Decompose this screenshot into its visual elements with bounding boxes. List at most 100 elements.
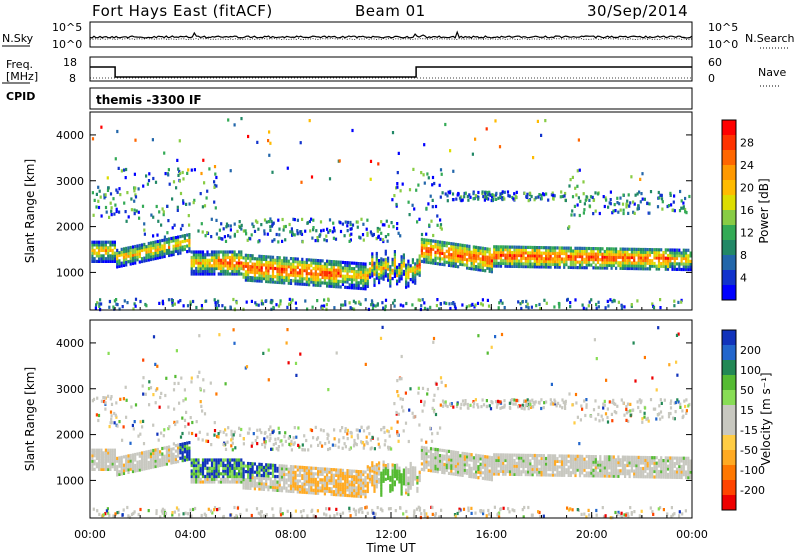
range-cell xyxy=(377,235,380,239)
range-cell xyxy=(270,307,273,311)
range-cell xyxy=(495,250,498,254)
range-cell xyxy=(378,469,381,473)
range-cell xyxy=(266,232,269,236)
range-cell xyxy=(619,266,622,270)
range-cell xyxy=(305,466,308,470)
range-cell xyxy=(314,278,317,282)
range-cell xyxy=(107,454,110,458)
range-cell xyxy=(208,458,211,462)
range-cell xyxy=(163,241,166,245)
range-cell xyxy=(630,264,633,268)
range-cell xyxy=(571,195,575,199)
range-cell xyxy=(653,456,656,460)
range-cell xyxy=(359,281,363,285)
range-cell xyxy=(515,253,518,257)
range-cell xyxy=(551,262,554,266)
range-cell xyxy=(578,255,582,259)
range-cell xyxy=(215,175,218,180)
range-cell xyxy=(425,241,428,245)
range-cell xyxy=(136,252,139,256)
range-cell xyxy=(517,464,521,468)
range-cell xyxy=(202,158,205,162)
range-cell xyxy=(434,242,437,246)
range-cell xyxy=(188,235,191,239)
range-cell xyxy=(547,454,550,458)
range-cell xyxy=(624,266,627,270)
range-cell xyxy=(217,250,220,254)
range-cell xyxy=(434,447,437,451)
range-cell xyxy=(427,455,430,459)
range-cell xyxy=(533,245,536,250)
range-cell xyxy=(405,488,408,492)
range-cell xyxy=(581,303,584,307)
range-cell xyxy=(240,474,243,479)
range-cell xyxy=(423,260,426,264)
range-cell xyxy=(249,467,252,471)
range-cell xyxy=(425,238,428,242)
range-cell xyxy=(161,460,164,464)
range-cell xyxy=(328,476,331,480)
range-cell xyxy=(682,248,685,252)
range-cell xyxy=(547,459,550,463)
range-cell xyxy=(391,260,394,264)
range-cell xyxy=(549,468,552,472)
range-cell xyxy=(247,464,250,468)
range-cell xyxy=(590,468,593,472)
range-cell xyxy=(172,458,175,462)
range-cell xyxy=(118,464,121,468)
range-cell xyxy=(314,272,317,276)
range-cell xyxy=(549,454,552,458)
range-cell xyxy=(452,198,455,202)
range-cell xyxy=(317,281,320,285)
range-cell xyxy=(475,473,478,477)
range-cell xyxy=(488,269,491,273)
range-cell xyxy=(314,486,317,490)
range-cell xyxy=(192,466,195,470)
range-cell xyxy=(265,220,268,224)
range-cell xyxy=(603,263,606,267)
range-cell xyxy=(657,256,661,260)
range-cell xyxy=(108,215,111,219)
range-cell xyxy=(326,267,329,272)
range-cell xyxy=(174,457,177,461)
range-cell xyxy=(289,281,293,285)
range-cell xyxy=(414,276,417,280)
range-cell xyxy=(454,259,457,263)
range-cell xyxy=(208,472,211,476)
range-cell xyxy=(466,249,469,254)
range-cell xyxy=(287,489,290,493)
range-cell xyxy=(197,261,200,265)
range-cell xyxy=(457,451,460,455)
range-cell xyxy=(125,463,128,467)
range-cell xyxy=(229,466,232,470)
range-cell xyxy=(486,471,489,476)
range-cell xyxy=(323,481,326,485)
range-cell xyxy=(298,479,302,483)
range-cell xyxy=(486,474,489,478)
range-cell xyxy=(506,456,509,460)
range-cell xyxy=(583,208,586,212)
range-cell xyxy=(432,466,435,470)
range-cell xyxy=(172,180,176,184)
range-cell xyxy=(511,470,514,474)
range-cell xyxy=(206,461,209,465)
range-cell xyxy=(409,478,412,482)
range-cell xyxy=(536,465,539,469)
range-cell xyxy=(565,454,568,458)
range-cell xyxy=(457,254,460,258)
range-cell xyxy=(118,470,121,474)
range-cell xyxy=(493,458,496,462)
range-cell xyxy=(610,261,613,265)
range-cell xyxy=(382,466,385,470)
range-cell xyxy=(646,261,649,265)
range-cell xyxy=(224,255,227,260)
range-cell xyxy=(606,463,609,467)
range-cell xyxy=(305,482,308,486)
range-cell xyxy=(274,261,277,265)
range-cell xyxy=(113,465,116,469)
range-cell xyxy=(438,243,442,247)
range-cell xyxy=(671,464,674,468)
range-cell xyxy=(626,461,629,465)
range-cell xyxy=(499,192,502,196)
range-cell xyxy=(571,175,574,179)
